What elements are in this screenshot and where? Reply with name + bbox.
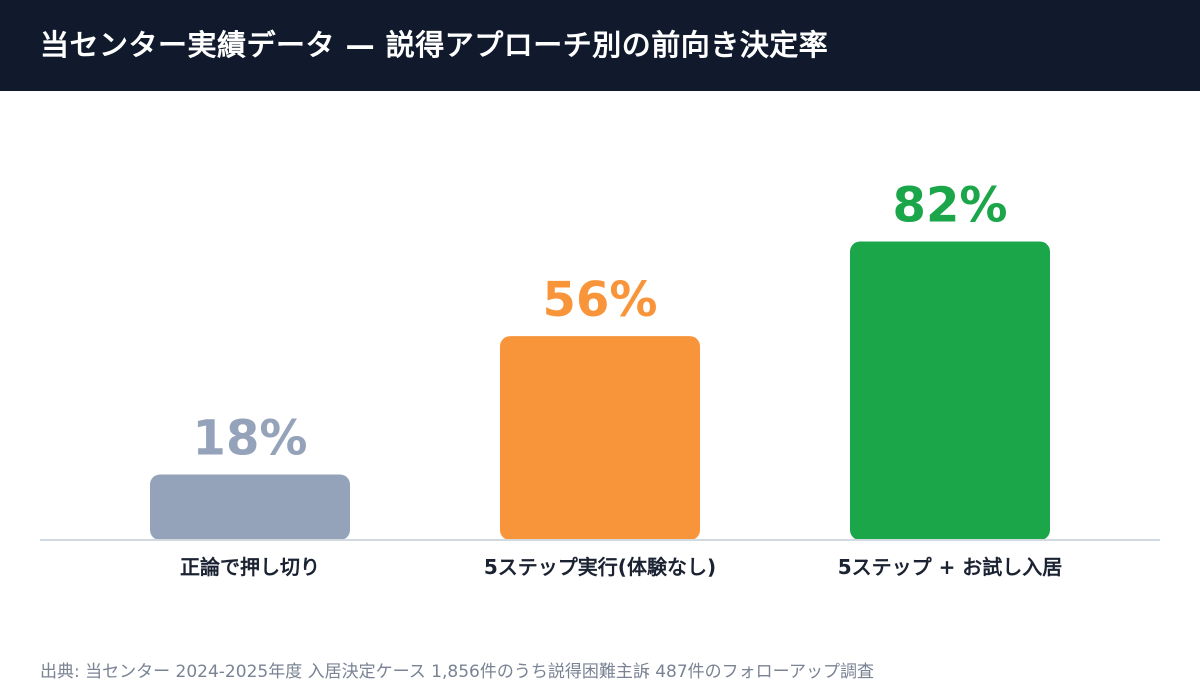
bar-chart: 18% 正論で押し切り 56% 5ステップ実行(体験なし) 82% 5ステップ + お試し… (0, 91, 1200, 651)
header-bar: 当センター実績データ — 説得アプローチ別の前向き決定率 (0, 0, 1200, 91)
bar-1 (150, 474, 350, 540)
page-title: 当センター実績データ — 説得アプローチ別の前向き決定率 (40, 28, 829, 62)
bar-3 (850, 241, 1050, 540)
data-label-2: 56% (543, 272, 658, 328)
bar-2 (500, 336, 700, 540)
category-label-2: 5ステップ実行(体験なし) (484, 555, 716, 579)
source-note: 出典: 当センター 2024-2025年度 入居決定ケース 1,856件のうち説… (40, 662, 874, 682)
data-label-1: 18% (193, 410, 308, 466)
bar-chart-svg: 18% 正論で押し切り 56% 5ステップ実行(体験なし) 82% 5ステップ + お試し… (40, 178, 1160, 579)
category-label-1: 正論で押し切り (180, 555, 320, 579)
data-label-3: 82% (893, 178, 1008, 234)
category-label-3: 5ステップ + お試し入居 (838, 555, 1063, 579)
